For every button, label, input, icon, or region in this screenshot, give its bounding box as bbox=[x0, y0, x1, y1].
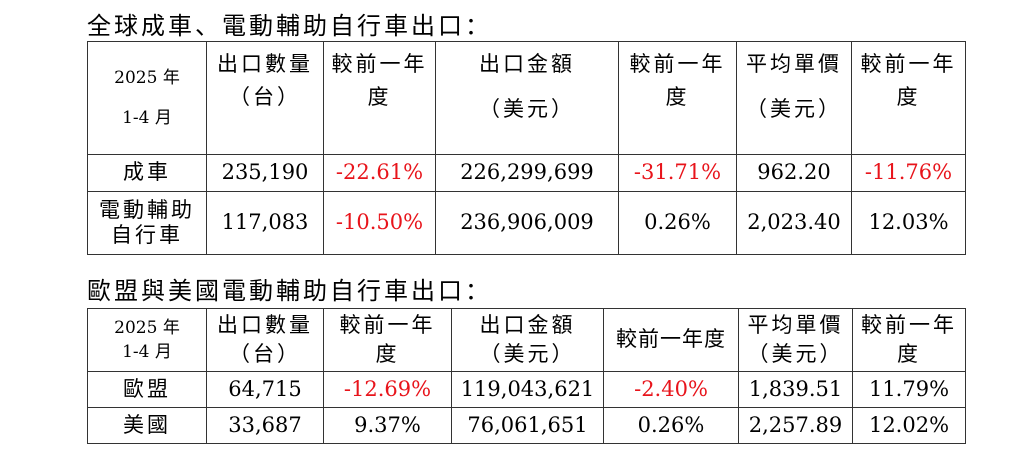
header-average-price: 平均單價 （美元） bbox=[738, 308, 853, 372]
header-export-value: 出口金額 （美元） bbox=[451, 308, 604, 372]
header-period: 2025 年 1-4 月 bbox=[87, 308, 207, 372]
export-quantity: 117,083 bbox=[206, 191, 324, 255]
header-value-yoy: 較前一年度 bbox=[618, 41, 737, 155]
value-yoy: -2.40% bbox=[603, 371, 739, 408]
average-price: 1,839.51 bbox=[738, 371, 853, 408]
header-quantity-yoy: 較前一年度 bbox=[323, 41, 436, 155]
row-label: 美國 bbox=[87, 407, 207, 444]
row-label: 成車 bbox=[87, 154, 207, 192]
table-header-row: 2025 年 1-4 月 出口數量 （台） 較前一年度 出口金額 （美元） 較前一年度… bbox=[87, 308, 966, 372]
table-row: 電動輔助 自行車 117,083 -10.50% 236,906,009 0.26… bbox=[87, 191, 966, 255]
global-export-table: 2025 年 1-4 月 出口數量 （台） 較前一年度 出口金額 （美元） 較前一年度… bbox=[87, 41, 966, 255]
section2-title: 歐盟與美國電動輔助自行車出口： bbox=[87, 277, 492, 305]
table-header-row: 2025 年 1-4 月 出口數量 （台） 較前一年度 出口金額 （美元） 較前一年度… bbox=[87, 41, 966, 155]
price-yoy: 12.03% bbox=[851, 191, 966, 255]
export-value: 226,299,699 bbox=[435, 154, 619, 192]
price-yoy: -11.76% bbox=[851, 154, 966, 192]
export-quantity: 64,715 bbox=[206, 371, 324, 408]
header-export-quantity: 出口數量 （台） bbox=[206, 308, 324, 372]
header-price-yoy: 較前一年度 bbox=[851, 41, 966, 155]
export-value: 119,043,621 bbox=[451, 371, 604, 408]
export-quantity: 235,190 bbox=[206, 154, 324, 192]
header-export-quantity: 出口數量 （台） bbox=[206, 41, 324, 155]
export-quantity: 33,687 bbox=[206, 407, 324, 444]
export-value: 236,906,009 bbox=[435, 191, 619, 255]
value-yoy: -31.71% bbox=[618, 154, 737, 192]
value-yoy: 0.26% bbox=[618, 191, 737, 255]
section1-title: 全球成車、電動輔助自行車出口： bbox=[87, 12, 492, 40]
table-row: 成車 235,190 -22.61% 226,299,699 -31.71% 9… bbox=[87, 154, 966, 192]
quantity-yoy: -22.61% bbox=[323, 154, 436, 192]
price-yoy: 11.79% bbox=[852, 371, 966, 408]
table-row: 歐盟 64,715 -12.69% 119,043,621 -2.40% 1,8… bbox=[87, 371, 966, 408]
table-row: 美國 33,687 9.37% 76,061,651 0.26% 2,257.8… bbox=[87, 407, 966, 444]
average-price: 2,023.40 bbox=[736, 191, 852, 255]
header-value-yoy: 較前一年度 bbox=[603, 308, 739, 372]
row-label: 歐盟 bbox=[87, 371, 207, 408]
header-export-value: 出口金額 （美元） bbox=[435, 41, 619, 155]
header-quantity-yoy: 較前一年度 bbox=[323, 308, 452, 372]
export-value: 76,061,651 bbox=[451, 407, 604, 444]
header-price-yoy: 較前一年度 bbox=[852, 308, 966, 372]
average-price: 2,257.89 bbox=[738, 407, 853, 444]
row-label: 電動輔助 自行車 bbox=[87, 191, 207, 255]
eu-us-export-table: 2025 年 1-4 月 出口數量 （台） 較前一年度 出口金額 （美元） 較前一年度… bbox=[87, 308, 966, 444]
average-price: 962.20 bbox=[736, 154, 852, 192]
value-yoy: 0.26% bbox=[603, 407, 739, 444]
header-average-price: 平均單價 （美元） bbox=[736, 41, 852, 155]
price-yoy: 12.02% bbox=[852, 407, 966, 444]
quantity-yoy: 9.37% bbox=[323, 407, 452, 444]
quantity-yoy: -10.50% bbox=[323, 191, 436, 255]
header-period: 2025 年 1-4 月 bbox=[87, 41, 207, 155]
quantity-yoy: -12.69% bbox=[323, 371, 452, 408]
